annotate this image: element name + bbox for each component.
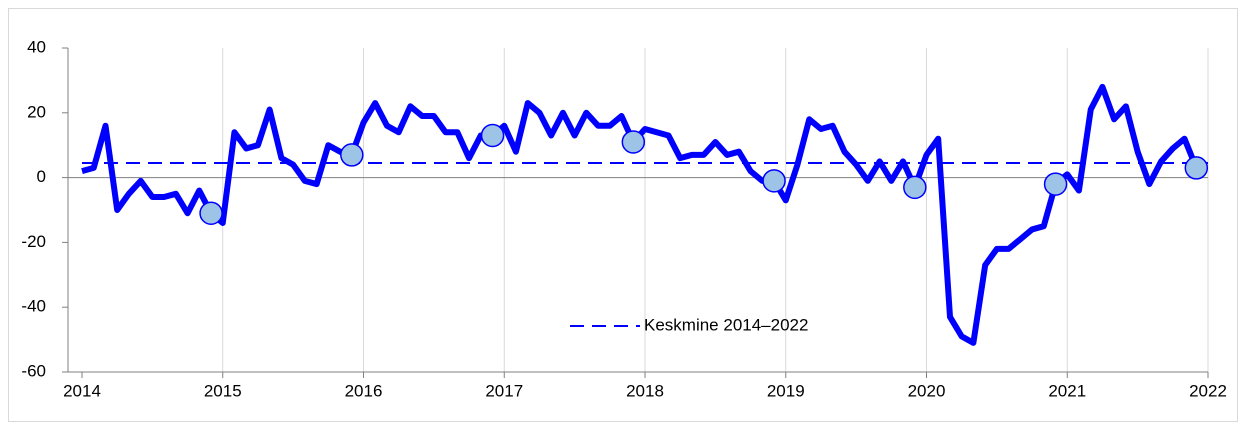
x-tick-label: 2017 — [485, 381, 523, 400]
x-tick-label: 2022 — [1189, 381, 1227, 400]
y-tick-label: -40 — [21, 297, 46, 316]
year-marker — [199, 201, 223, 225]
year-marker — [1184, 156, 1209, 180]
x-tick-label: 2014 — [63, 381, 101, 400]
x-tick-label: 2020 — [908, 381, 946, 400]
year-marker — [340, 143, 364, 167]
x-tick-label: 2016 — [345, 381, 383, 400]
y-tick-label: -60 — [21, 361, 46, 380]
x-tick-label: 2021 — [1048, 381, 1086, 400]
x-tick-label: 2019 — [767, 381, 805, 400]
legend-label: Keskmine 2014–2022 — [644, 315, 808, 334]
y-tick-label: 0 — [37, 167, 46, 186]
y-tick-label: -20 — [21, 232, 46, 251]
y-tick-label: 20 — [27, 102, 46, 121]
chart-frame — [8, 8, 1238, 422]
y-tick-label: 40 — [27, 37, 46, 56]
year-marker — [480, 123, 505, 148]
year-marker — [1043, 172, 1068, 196]
year-marker — [903, 175, 927, 200]
x-tick-label: 2015 — [204, 381, 242, 400]
x-tick-label: 2018 — [626, 381, 664, 400]
year-marker — [762, 169, 786, 193]
year-marker — [621, 130, 646, 154]
